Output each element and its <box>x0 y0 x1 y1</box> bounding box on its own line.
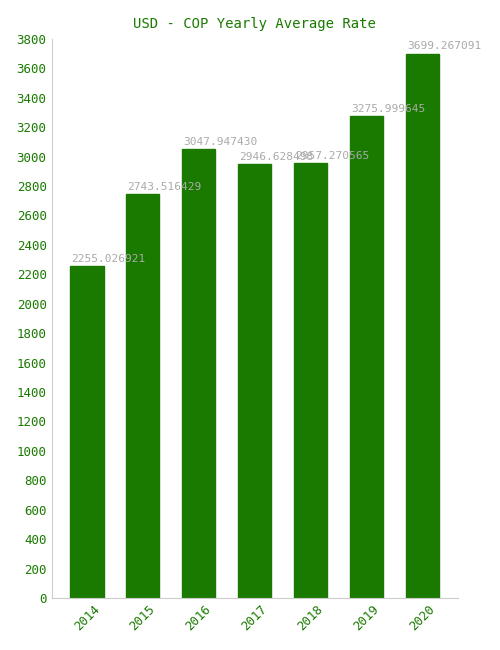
Text: 3275.999645: 3275.999645 <box>351 104 425 114</box>
Bar <box>182 150 216 598</box>
Bar <box>406 53 439 598</box>
Text: 2743.516429: 2743.516429 <box>127 182 202 192</box>
Text: 3047.947430: 3047.947430 <box>183 137 257 148</box>
Bar <box>350 116 384 598</box>
Text: 2255.026921: 2255.026921 <box>71 254 146 264</box>
Bar <box>294 162 328 598</box>
Text: 2946.628498: 2946.628498 <box>239 152 313 162</box>
Text: 3699.267091: 3699.267091 <box>406 42 481 51</box>
Bar <box>238 164 272 598</box>
Text: 2957.270565: 2957.270565 <box>295 151 369 161</box>
Bar <box>70 266 103 598</box>
Bar <box>126 194 160 598</box>
Title: USD - COP Yearly Average Rate: USD - COP Yearly Average Rate <box>133 17 376 31</box>
